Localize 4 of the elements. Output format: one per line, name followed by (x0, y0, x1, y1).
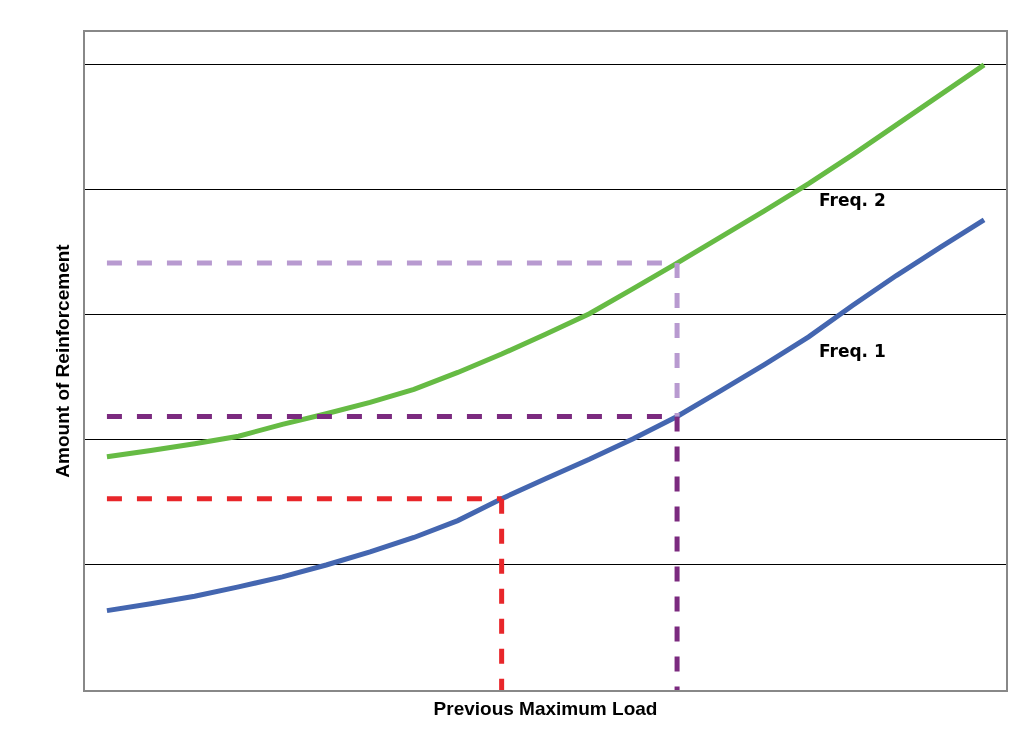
x-axis-title: Previous Maximum Load (433, 697, 658, 719)
y-axis-title: Amount of Reinforcement (52, 243, 74, 478)
series-label: Freq. 2 (819, 190, 886, 210)
series-label: Freq. 1 (819, 341, 886, 361)
